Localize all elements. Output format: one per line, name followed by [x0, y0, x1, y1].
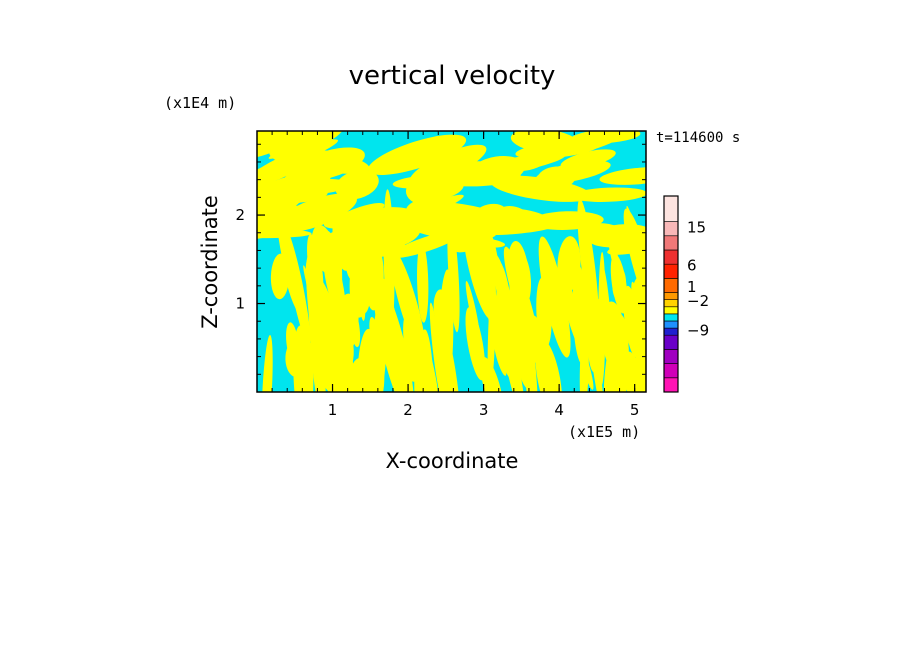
updraft-cell [367, 134, 467, 175]
colorbar-band [663, 377, 679, 393]
updraft-cell [510, 131, 579, 154]
updraft-cell [271, 186, 328, 203]
colorbar-band [663, 195, 679, 222]
updraft-cell [459, 161, 492, 184]
colorbar-band [663, 363, 679, 379]
colorbar-frame [663, 195, 679, 393]
updraft-cell [257, 131, 302, 161]
updraft-cell [482, 289, 510, 378]
x-tick-label: 3 [479, 401, 489, 419]
updraft-cell [507, 241, 530, 304]
updraft-cell [409, 176, 464, 201]
updraft-cell [414, 324, 429, 363]
updraft-cell [306, 254, 324, 371]
updraft-cell [493, 254, 514, 337]
colorbar-band [663, 278, 679, 293]
updraft-cell [466, 215, 566, 236]
updraft-cell [545, 180, 573, 200]
x-tick-label: 1 [328, 401, 338, 419]
colorbar-label: 15 [687, 218, 706, 236]
updraft-cell [538, 236, 571, 358]
updraft-cell [570, 187, 646, 202]
updraft-cell [465, 307, 486, 381]
updraft-cell [447, 217, 460, 333]
updraft-cell [259, 197, 298, 214]
updraft-cell [261, 334, 273, 392]
updraft-cell [330, 305, 356, 392]
updraft-cell [536, 348, 558, 392]
colorbar-band [663, 306, 679, 315]
updraft-cell [335, 169, 379, 200]
x-axis-label: X-coordinate [386, 449, 519, 473]
time-label: t=114600 s [656, 130, 740, 146]
colorbar-label: −2 [687, 292, 709, 310]
colorbar-band [663, 263, 679, 279]
y-axis-ticks: 12 [235, 206, 646, 313]
updraft-cell [630, 273, 646, 332]
updraft-cell [257, 221, 299, 241]
colorbar-band [663, 334, 679, 350]
y-axis-label: Z-coordinate [198, 195, 222, 329]
updraft-cell [391, 328, 412, 390]
updraft-cell [535, 160, 611, 184]
colorbar-band [663, 292, 679, 300]
updraft-cell [577, 341, 594, 390]
x-axis-ticks: 1 2 3 4 5 [328, 131, 640, 419]
updraft-cell [480, 357, 504, 392]
updraft-cell [525, 315, 542, 363]
updraft-cell [362, 351, 385, 392]
updraft-cell [626, 351, 646, 392]
updraft-cell [257, 131, 293, 139]
updraft-cell [286, 322, 299, 363]
colorbar [663, 195, 679, 393]
updraft-cell [283, 226, 311, 346]
x-tick-label: 2 [403, 401, 413, 419]
colorbar-labels: 15 6 1−2 −9 [687, 218, 709, 339]
colorbar-band [663, 235, 679, 251]
plot-frame [256, 130, 647, 393]
updraft-cell [284, 156, 359, 182]
colorbar-label: 1 [687, 278, 697, 296]
updraft-cell [465, 280, 480, 341]
colorbar-band [663, 327, 679, 336]
colorbar-band [663, 299, 679, 308]
colorbar-label: −9 [687, 321, 709, 339]
updraft-cell [417, 242, 429, 323]
updraft-cell [623, 208, 646, 322]
updraft-cell [599, 166, 646, 185]
x-tick-label: 4 [554, 401, 564, 419]
updraft-cell [348, 304, 361, 348]
x-tick-label: 5 [630, 401, 640, 419]
colorbar-band [663, 313, 679, 322]
updraft-cell [602, 301, 624, 350]
y-unit-label: (x1E4 m) [164, 94, 236, 112]
colorbar-band [663, 320, 679, 329]
updraft-cell [493, 300, 511, 348]
updraft-cell [365, 246, 384, 311]
colorbar-band [663, 249, 679, 265]
updraft-cell [635, 333, 646, 392]
updraft-cell [585, 297, 605, 392]
colorbar-band [663, 221, 679, 237]
updraft-cell [322, 243, 346, 322]
updraft-cell [579, 223, 627, 246]
y-tick-label: 1 [235, 295, 245, 313]
updraft-cell [307, 234, 324, 302]
x-unit-label: (x1E5 m) [568, 423, 640, 441]
updraft-cell [433, 289, 449, 326]
velocity-field [257, 131, 646, 392]
colorbar-band [663, 349, 679, 364]
updraft-cell [296, 339, 314, 378]
updraft-cell [331, 231, 351, 271]
updraft-cell [578, 132, 605, 146]
updraft-cell [367, 194, 464, 235]
colorbar-label: 6 [687, 257, 697, 275]
y-tick-label: 2 [235, 206, 245, 224]
chart-title: vertical velocity [349, 61, 556, 91]
updraft-cell [403, 316, 414, 370]
updraft-cell [557, 236, 581, 293]
